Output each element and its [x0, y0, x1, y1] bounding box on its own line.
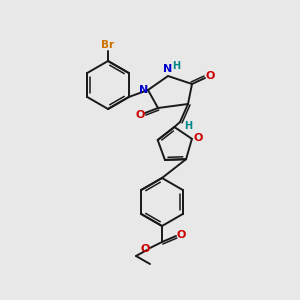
Text: O: O — [205, 71, 215, 81]
Text: O: O — [193, 133, 203, 143]
Text: O: O — [135, 110, 145, 120]
Text: N: N — [164, 64, 172, 74]
Text: O: O — [176, 230, 186, 240]
Text: H: H — [184, 121, 192, 131]
Text: Br: Br — [101, 40, 115, 50]
Text: O: O — [140, 244, 150, 254]
Text: H: H — [172, 61, 180, 71]
Text: N: N — [140, 85, 148, 95]
